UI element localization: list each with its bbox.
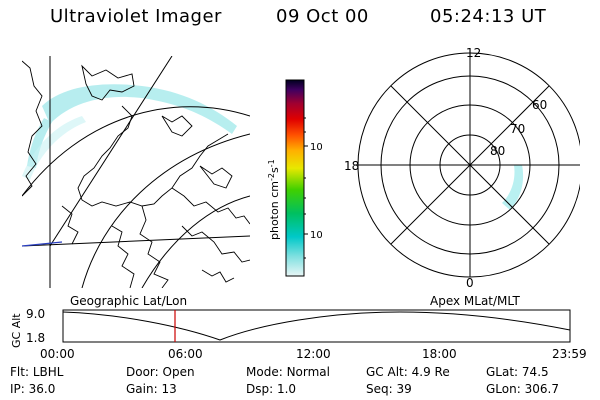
- mlt-label-18: 18: [344, 159, 359, 173]
- mlat-label-80: 80: [490, 144, 505, 158]
- mlt-label-12: 12: [466, 46, 481, 60]
- colorbar-tick-100: 100: [310, 142, 322, 153]
- info-glat: GLat: 74.5: [486, 365, 549, 379]
- alt-xtick-0000: 00:00: [40, 347, 75, 361]
- mlt-label-0: 0: [466, 276, 474, 290]
- alt-xtick-1200: 12:00: [296, 347, 331, 361]
- info-flt: Flt: LBHL: [10, 365, 64, 379]
- alt-xtick-1800: 18:00: [422, 347, 457, 361]
- gc-altitude-plot: GC Alt 9.0 1.8 00:00 06:00 12:00 18:00 2…: [10, 307, 587, 361]
- aurora-oval-emission: [502, 165, 524, 210]
- terminator-line: [22, 241, 63, 247]
- polar-mlat-mlt-plot: 12 18 6 0 60 70 80: [344, 46, 580, 290]
- info-dsp: Dsp: 1.0: [246, 382, 297, 396]
- observation-time: 05:24:13 UT: [430, 6, 547, 27]
- alt-plot-ylabel: GC Alt: [10, 313, 23, 348]
- graticule-lines: [22, 56, 250, 288]
- info-gain: Gain: 13: [126, 382, 177, 396]
- coastlines: [22, 60, 250, 288]
- alt-xtick-2359: 23:59: [552, 347, 587, 361]
- observation-date: 09 Oct 00: [276, 6, 369, 27]
- alt-ytick-high: 9.0: [26, 307, 45, 321]
- info-door: Door: Open: [126, 365, 195, 379]
- alt-xtick-0600: 06:00: [168, 347, 203, 361]
- mlat-label-70: 70: [510, 122, 525, 136]
- colorbar-tick-10: 10: [310, 230, 322, 241]
- info-glon: GLon: 306.7: [486, 382, 559, 396]
- altitude-curve: [62, 311, 571, 341]
- apex-panel-label: Apex MLat/MLT: [430, 294, 520, 308]
- instrument-title: Ultraviolet Imager: [50, 6, 222, 27]
- geographic-panel-label: Geographic Lat/Lon: [70, 294, 188, 308]
- info-mode: Mode: Normal: [246, 365, 330, 379]
- intensity-colorbar: 100 10 photon cm-2s-1: [267, 79, 322, 277]
- info-seq: Seq: 39: [366, 382, 412, 396]
- info-gc-alt: GC Alt: 4.9 Re: [366, 365, 450, 379]
- info-ip: IP: 36.0: [10, 382, 56, 396]
- alt-ytick-low: 1.8: [26, 331, 45, 345]
- geographic-map-image: [22, 56, 250, 288]
- colorbar-unit-label: photon cm-2s-1: [267, 159, 281, 240]
- mlat-label-60: 60: [532, 98, 547, 112]
